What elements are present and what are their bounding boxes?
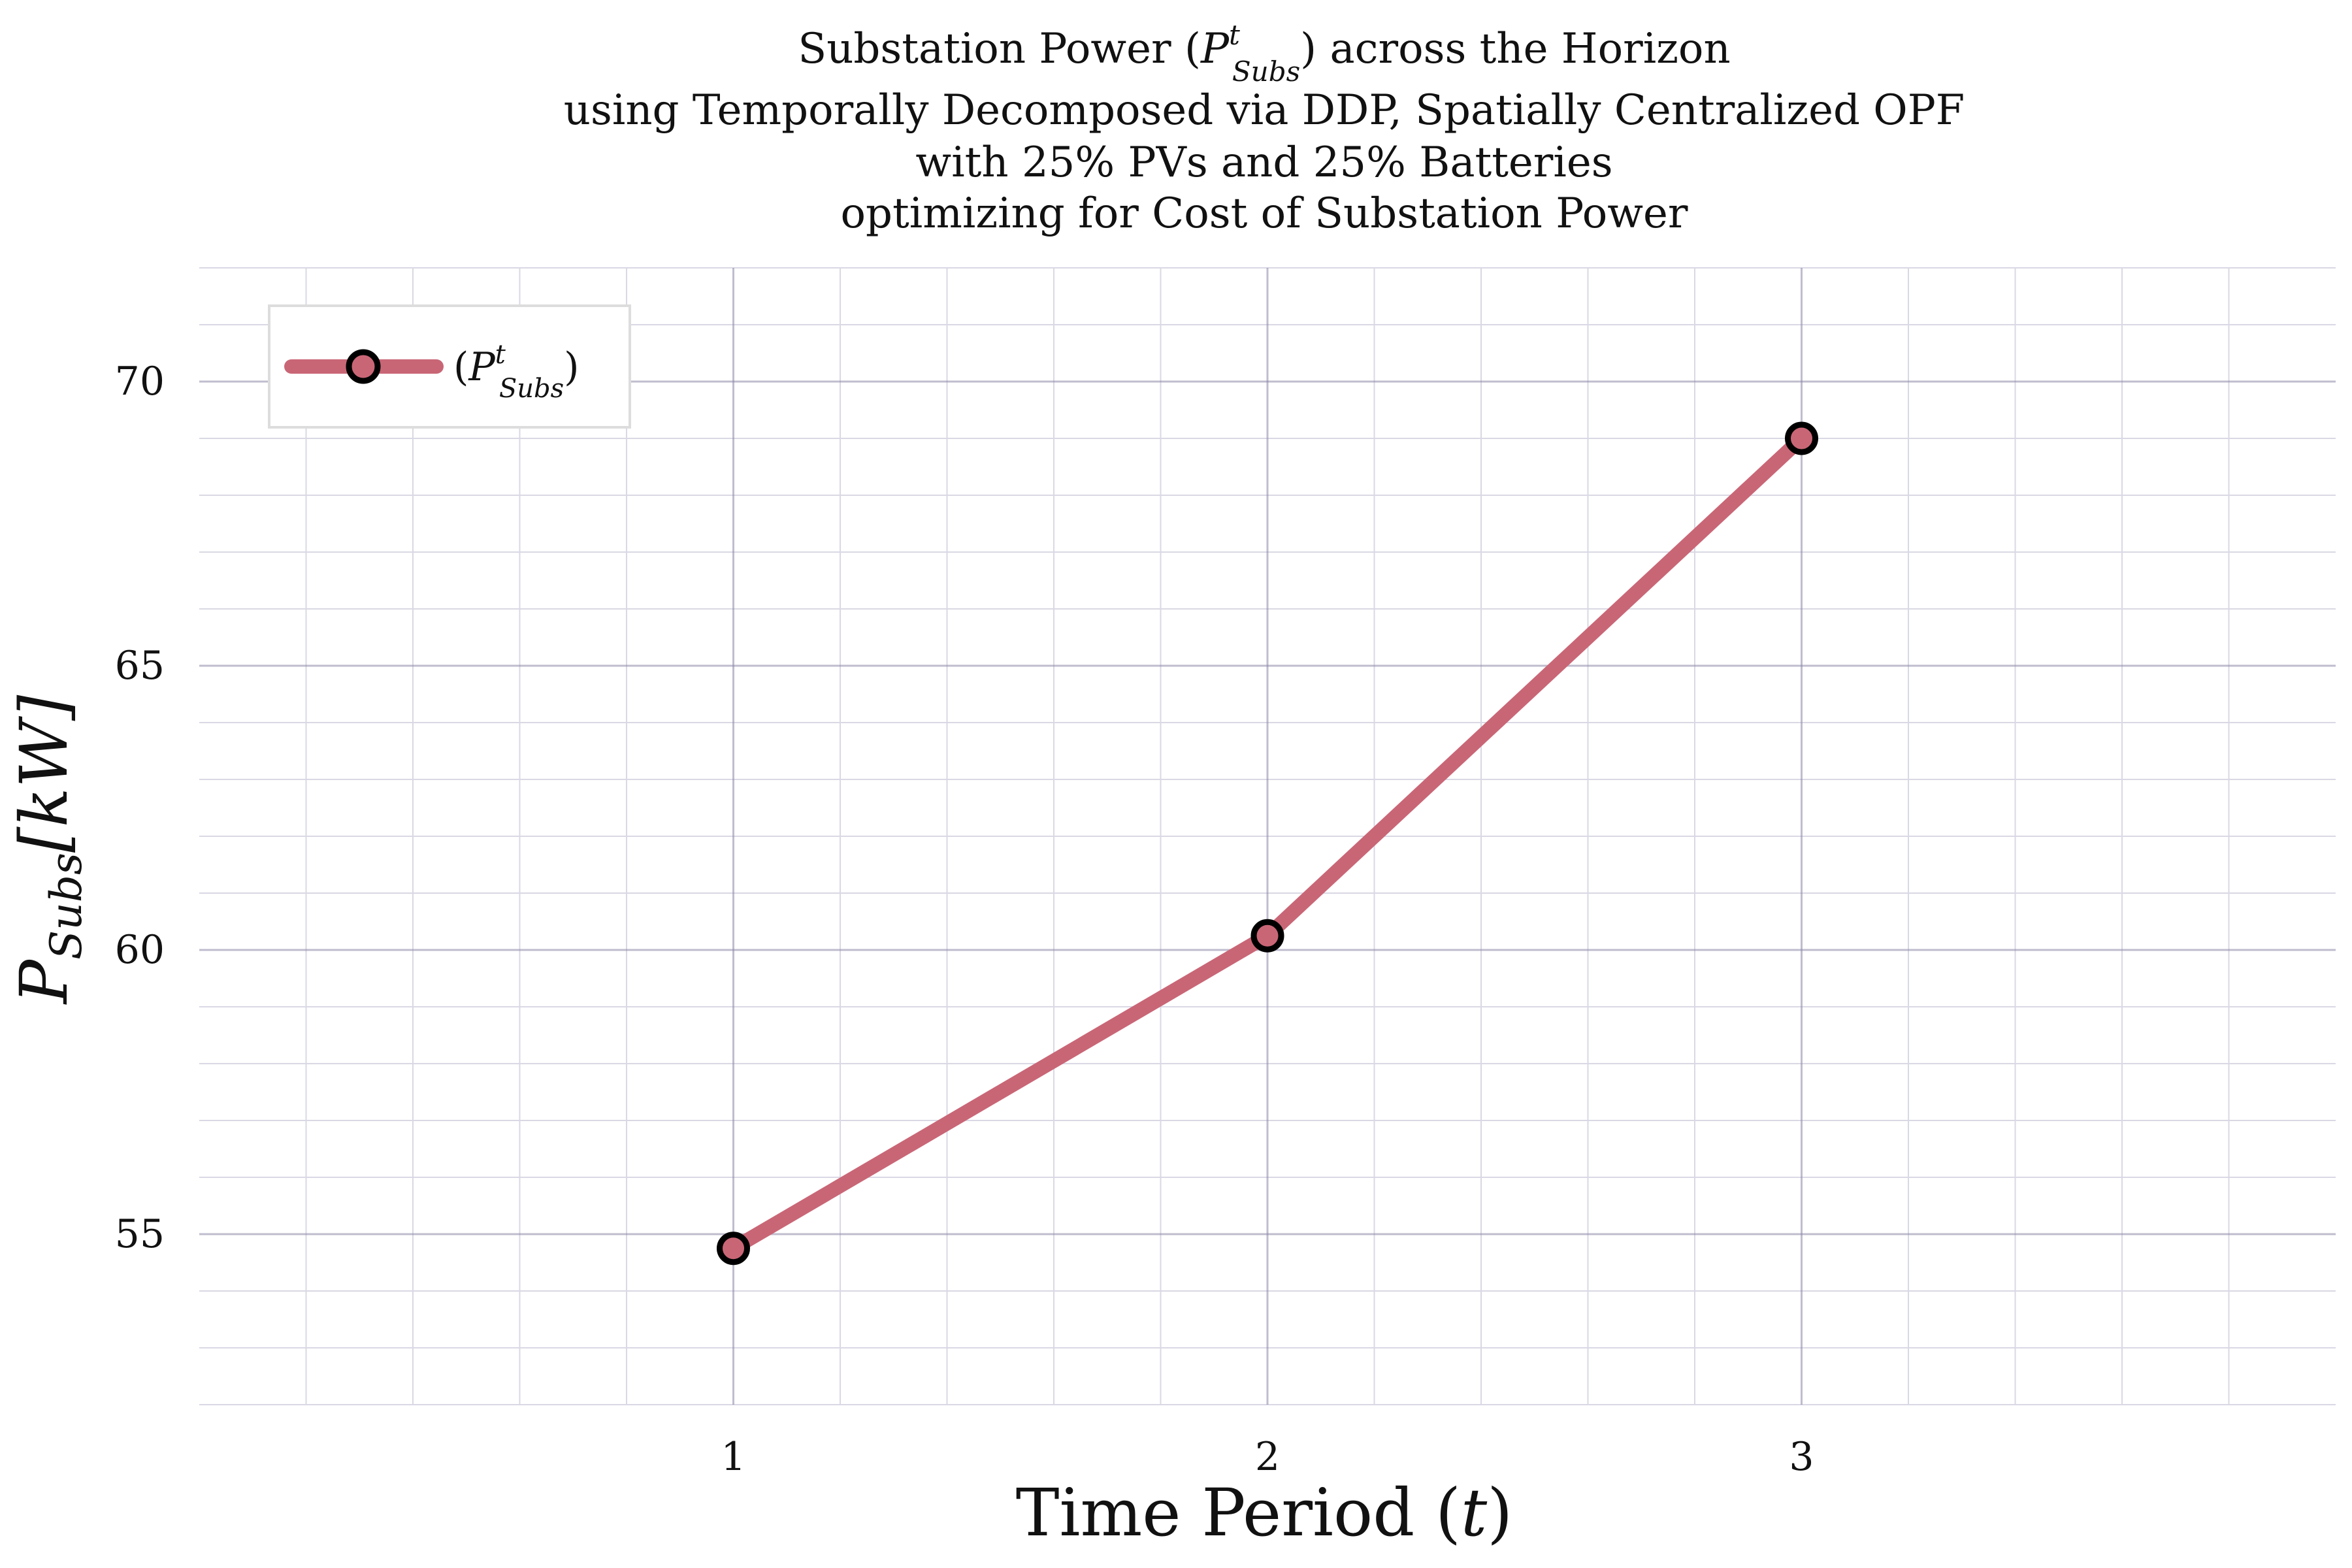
x-tick-label: 2 — [1255, 1434, 1280, 1480]
y-tick-label: 65 — [115, 643, 165, 689]
title-line-4: optimizing for Cost of Substation Power — [841, 189, 1688, 238]
x-tick-labels: 1 2 3 — [721, 1434, 1814, 1480]
title-line-3: with 25% PVs and 25% Batteries — [915, 139, 1612, 187]
legend-marker-swatch — [346, 349, 381, 384]
y-axis-label: PSubs[kW] — [6, 694, 91, 1005]
y-tick-labels: 55 60 65 70 — [115, 359, 165, 1257]
x-tick-label: 3 — [1789, 1434, 1814, 1480]
title-line-2: using Temporally Decomposed via DDP, Spa… — [564, 86, 1965, 135]
y-tick-label: 55 — [115, 1211, 165, 1257]
data-point — [717, 1232, 750, 1266]
y-tick-label: 60 — [115, 927, 165, 973]
legend-label: (Pt Subs) — [453, 340, 580, 404]
chart-title: Substation Power (Pt Subs) across the Hor… — [564, 19, 1965, 238]
series-group — [717, 421, 1818, 1266]
y-tick-label: 70 — [115, 359, 165, 404]
data-point — [1785, 421, 1818, 455]
x-axis-label: Time Period (t) — [1016, 1475, 1512, 1551]
title-line-1: Substation Power (Pt Subs) across the Hor… — [798, 19, 1730, 88]
legend: (Pt Subs) — [268, 304, 631, 429]
x-tick-label: 1 — [721, 1434, 745, 1480]
data-point — [1250, 919, 1284, 953]
